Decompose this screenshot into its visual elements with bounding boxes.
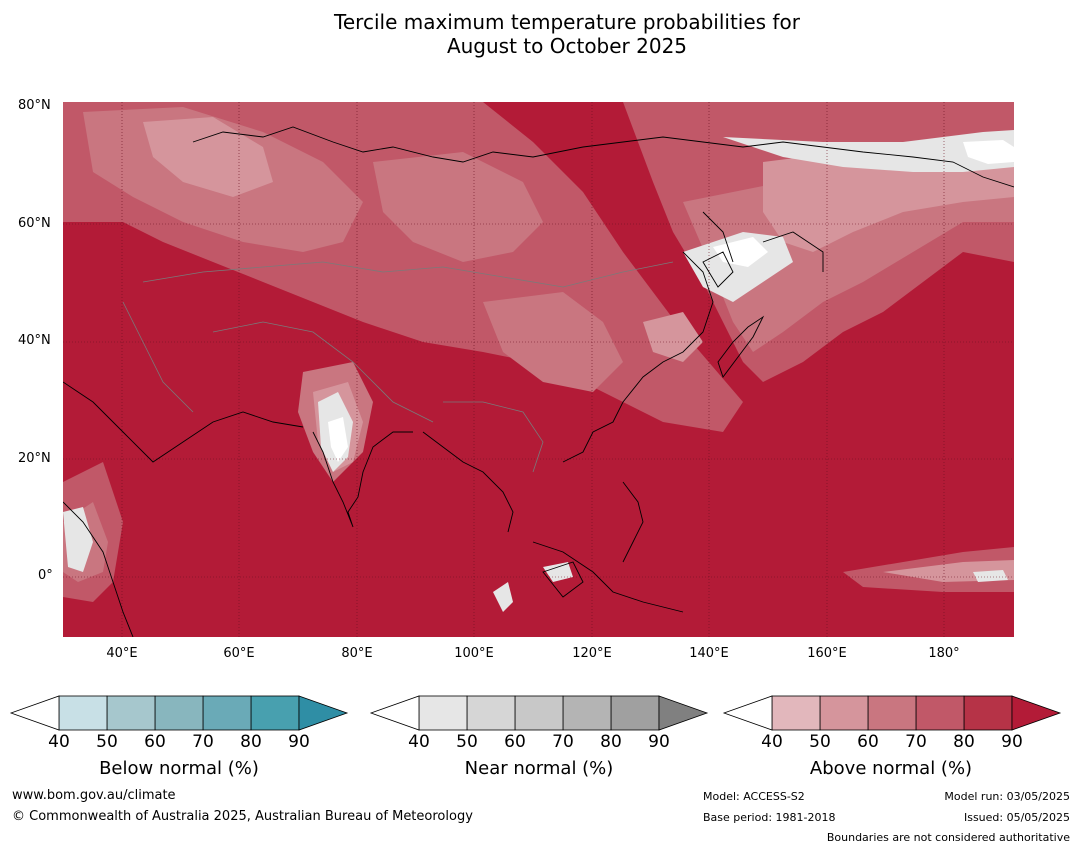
lon-label-100e: 100°E (454, 646, 494, 661)
tick-above-60: 60 (857, 732, 879, 752)
model-run-date: Model run: 03/05/2025 (944, 790, 1070, 803)
map-canvas (63, 102, 1014, 637)
lon-label-180: 180° (928, 646, 960, 661)
lat-label-20n: 20°N (18, 451, 51, 466)
lat-label-0: 0° (38, 568, 53, 583)
legend-below-normal (9, 695, 349, 732)
colorbar-below-segment-2 (106, 695, 156, 731)
colorbar-near-segment-3 (514, 695, 564, 731)
tick-above-80: 80 (953, 732, 975, 752)
issued-date: Issued: 05/05/2025 (963, 811, 1070, 824)
colorbar-above-segment-4 (915, 695, 965, 731)
tick-near-40: 40 (408, 732, 430, 752)
colorbar-above-max-tip (1011, 695, 1062, 731)
website-url: www.bom.gov.au/climate (12, 788, 176, 803)
tick-below-80: 80 (240, 732, 262, 752)
legend-above-normal (722, 695, 1062, 732)
graticule (63, 102, 1014, 637)
tick-above-70: 70 (905, 732, 927, 752)
lat-label-40n: 40°N (18, 333, 51, 348)
copyright-notice: © Commonwealth of Australia 2025, Austra… (12, 809, 473, 824)
tick-near-90: 90 (648, 732, 670, 752)
colorbar-above-min-tip (722, 695, 773, 731)
tick-below-60: 60 (144, 732, 166, 752)
lon-label-60e: 60°E (223, 646, 255, 661)
colorbar-near-segment-5 (610, 695, 660, 731)
colorbar-near-segment-2 (466, 695, 516, 731)
legend-title-above: Above normal (%) (809, 758, 973, 779)
tick-below-50: 50 (96, 732, 118, 752)
legend-title-below: Below normal (%) (99, 758, 259, 779)
tick-below-40: 40 (48, 732, 70, 752)
legend-near-normal (369, 695, 709, 732)
lon-label-140e: 140°E (689, 646, 729, 661)
model-name: Model: ACCESS-S2 (703, 790, 805, 803)
lat-label-60n: 60°N (18, 216, 51, 231)
colorbar-above-segment-1 (771, 695, 821, 731)
title-line-1: Tercile maximum temperature probabilitie… (334, 10, 800, 34)
colorbar-near-min-tip (369, 695, 420, 731)
tick-above-50: 50 (809, 732, 831, 752)
colorbar-below (9, 695, 349, 731)
tick-below-70: 70 (192, 732, 214, 752)
tick-near-80: 80 (600, 732, 622, 752)
colorbar-above (722, 695, 1062, 731)
lat-label-80n: 80°N (18, 98, 51, 113)
colorbar-near-segment-1 (418, 695, 468, 731)
colorbar-near-max-tip (658, 695, 709, 731)
map-title: Tercile maximum temperature probabilitie… (0, 10, 1081, 58)
lon-label-120e: 120°E (572, 646, 612, 661)
colorbar-above-segment-5 (963, 695, 1013, 731)
base-period: Base period: 1981-2018 (703, 811, 836, 824)
colorbar-near-segment-4 (562, 695, 612, 731)
coastlines (63, 126, 1014, 637)
tick-near-60: 60 (504, 732, 526, 752)
tick-above-90: 90 (1001, 732, 1023, 752)
colorbar-below-segment-1 (58, 695, 108, 731)
colorbar-below-segment-3 (154, 695, 204, 731)
lon-label-80e: 80°E (341, 646, 373, 661)
legend-title-near: Near normal (%) (464, 758, 614, 779)
colorbar-below-segment-4 (202, 695, 252, 731)
title-line-2: August to October 2025 (446, 34, 688, 58)
colorbar-above-segment-3 (867, 695, 917, 731)
country-boundaries (122, 261, 674, 473)
colorbar-near (369, 695, 709, 731)
tick-near-70: 70 (552, 732, 574, 752)
colorbar-below-segment-5 (250, 695, 300, 731)
tick-above-40: 40 (761, 732, 783, 752)
tick-near-50: 50 (456, 732, 478, 752)
colorbar-above-segment-2 (819, 695, 869, 731)
colorbar-below-min-tip (9, 695, 60, 731)
boundaries-disclaimer: Boundaries are not considered authoritat… (826, 831, 1070, 844)
lon-label-160e: 160°E (807, 646, 847, 661)
probability-map (63, 102, 1014, 637)
tick-below-90: 90 (288, 732, 310, 752)
colorbar-below-max-tip (298, 695, 349, 731)
lon-label-40e: 40°E (106, 646, 138, 661)
